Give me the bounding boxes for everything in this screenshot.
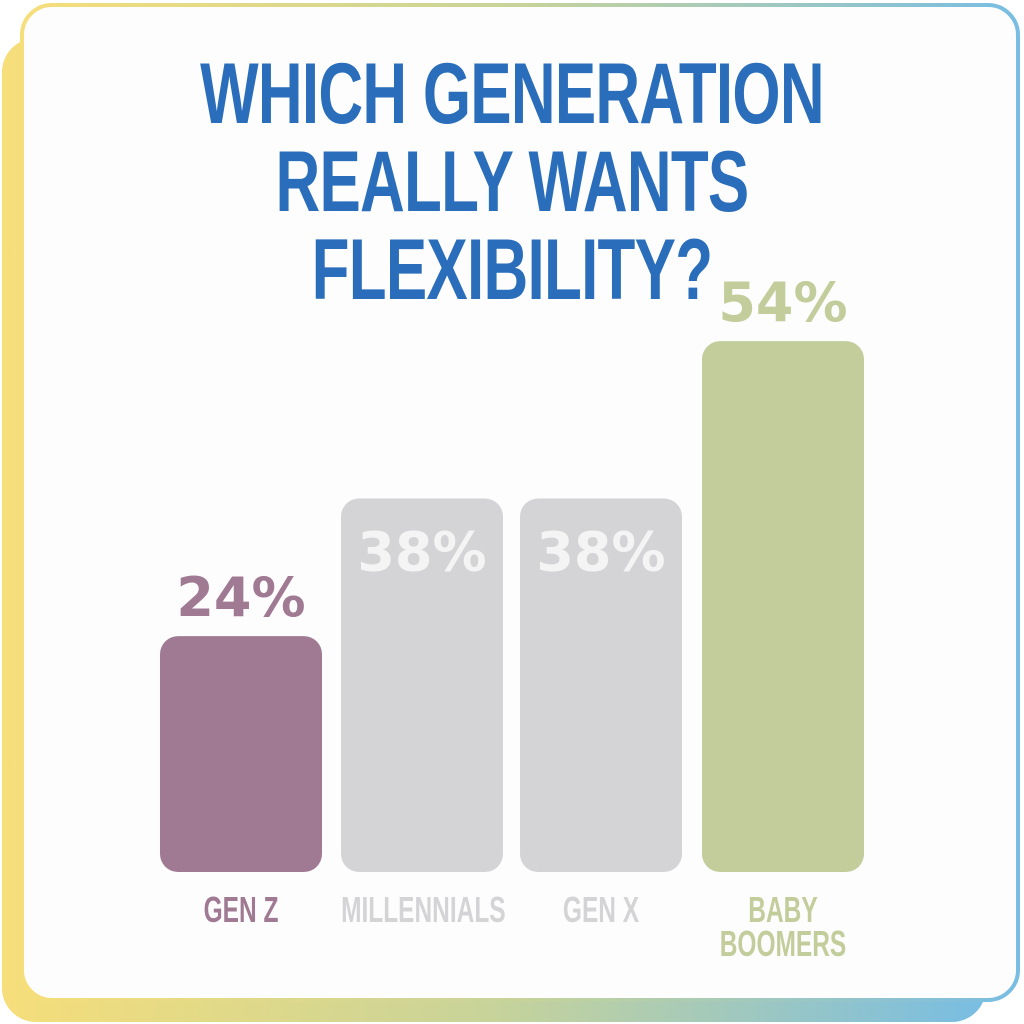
bar: [341, 498, 503, 872]
category-label: BABY BOOMERS: [719, 889, 847, 964]
bar: [702, 341, 864, 872]
value-label: 38%: [536, 520, 665, 583]
value-label: 54%: [718, 271, 847, 334]
chart-title: WHICH GENERATION REALLY WANTS FLEXIBILIT…: [200, 46, 824, 318]
bar: [160, 636, 322, 872]
bar: [520, 498, 682, 872]
category-label: GEN Z: [203, 889, 279, 930]
value-label: 24%: [176, 566, 305, 629]
category-label: MILLENNIALS: [341, 889, 506, 930]
value-label: 38%: [357, 520, 486, 583]
category-label: GEN X: [562, 889, 640, 930]
